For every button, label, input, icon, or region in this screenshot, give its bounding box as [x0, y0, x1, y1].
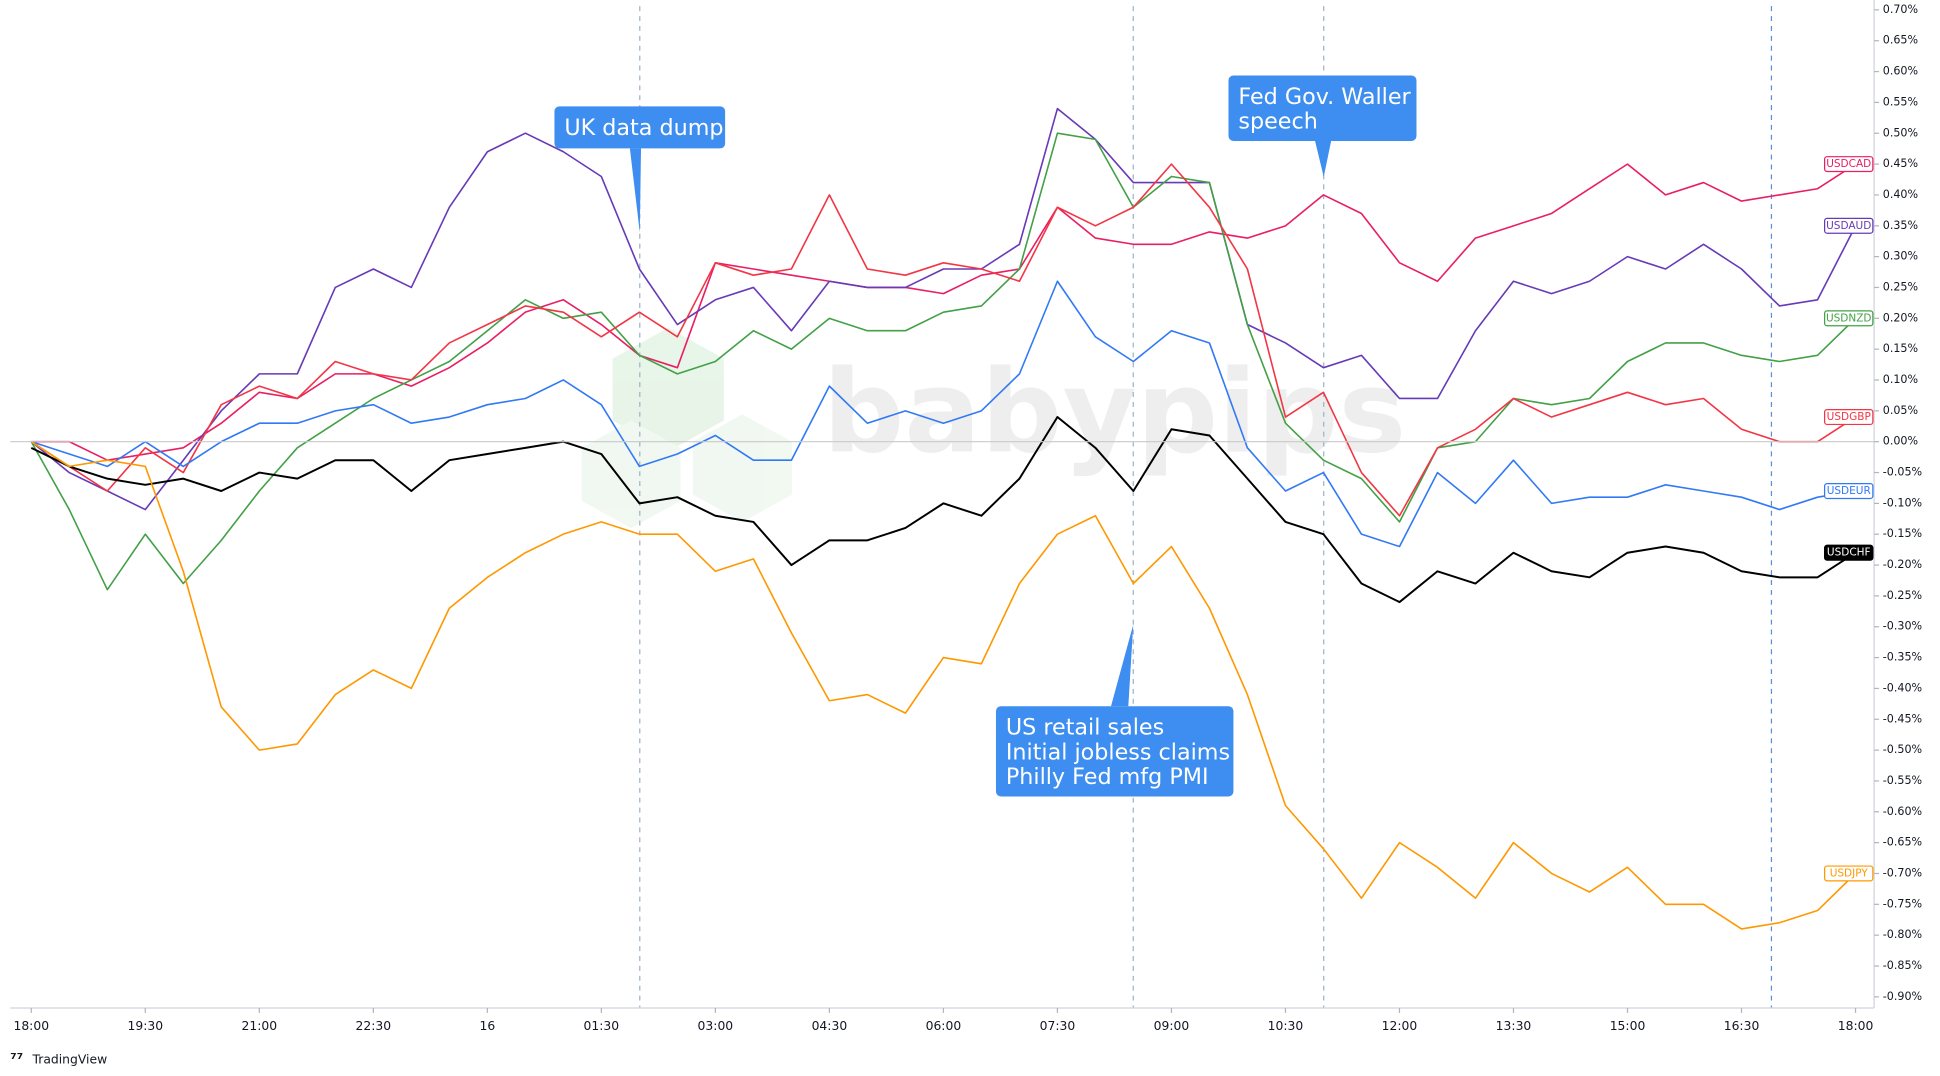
x-tick-label: 03:00 [698, 1019, 734, 1033]
series-tag: USDNZD [1826, 312, 1872, 324]
y-tick-label: 0.40% [1883, 188, 1918, 201]
series-tag-box [1823, 217, 1874, 234]
x-tick-label: 22:30 [356, 1019, 392, 1033]
series-line [30, 440, 1857, 930]
y-tick-label: -0.20% [1883, 558, 1922, 571]
y-tick-label: -0.90% [1883, 990, 1922, 1003]
callout-text: Initial jobless claims [1006, 739, 1230, 765]
series-line [31, 163, 1856, 462]
branding: ⁷⁷ TradingView [10, 1051, 107, 1068]
x-tick-label: 16:30 [1724, 1019, 1760, 1033]
y-tick-label: 0.60% [1883, 65, 1918, 78]
y-tick-label: 0.50% [1883, 126, 1918, 139]
x-tick-label: 15:00 [1610, 1019, 1646, 1033]
y-tick-label: 0.15% [1883, 342, 1918, 355]
x-tick-label: 10:30 [1268, 1019, 1304, 1033]
y-tick-label: -0.85% [1883, 959, 1922, 972]
series-tag: USDEUR [1827, 485, 1871, 497]
y-tick-label: 0.25% [1883, 280, 1918, 293]
y-tick-label: -0.80% [1883, 928, 1922, 941]
callout-text: Fed Gov. Waller [1238, 84, 1411, 110]
svg-text:⁷⁷: ⁷⁷ [10, 1051, 23, 1068]
y-tick-label: 0.70% [1883, 3, 1918, 16]
series-tag: USDGBP [1827, 411, 1871, 423]
callout-pointer [1110, 624, 1134, 707]
y-tick-label: -0.45% [1883, 712, 1922, 725]
series-tag: USDAUD [1826, 220, 1871, 232]
x-tick-label: 18:00 [1838, 1019, 1874, 1033]
callout-box [554, 106, 726, 149]
series-tag: USDJPY [1830, 867, 1869, 879]
x-tick-label: 04:30 [812, 1019, 848, 1033]
y-tick-label: 0.30% [1883, 250, 1918, 263]
y-tick-label: 0.35% [1883, 219, 1918, 232]
x-tick-label: 07:30 [1040, 1019, 1076, 1033]
series-tag-box [1823, 310, 1874, 327]
x-tick-label: 09:00 [1154, 1019, 1190, 1033]
y-tick-label: 0.65% [1883, 34, 1918, 47]
callout-text: Philly Fed mfg PMI [1006, 764, 1209, 790]
series-line [31, 280, 1856, 548]
x-tick-label: 01:30 [584, 1019, 620, 1033]
series-tag: USDCHF [1827, 547, 1871, 559]
y-tick-label: -0.30% [1883, 620, 1922, 633]
x-tick-label: 16 [479, 1019, 495, 1033]
series-tag: USDCAD [1826, 158, 1871, 170]
series-tag-box [1823, 408, 1874, 426]
x-tick-label: 19:30 [127, 1019, 163, 1033]
series-line [30, 132, 1857, 591]
y-tick-label: -0.60% [1883, 805, 1922, 818]
callout-pointer [629, 148, 642, 233]
series-tag-box [1823, 482, 1874, 500]
x-tick-label: 06:00 [926, 1019, 962, 1033]
event-lines [639, 6, 1773, 1008]
y-tick-label: -0.25% [1883, 589, 1922, 602]
x-tick-label: 12:00 [1382, 1019, 1418, 1033]
y-tick-label: 0.00% [1883, 435, 1918, 448]
y-tick-label: -0.70% [1883, 866, 1922, 879]
series-line [30, 163, 1856, 517]
series-tag-box [1823, 544, 1874, 561]
y-tick-label: -0.05% [1883, 466, 1922, 479]
callout-pointer [1315, 140, 1332, 177]
y-tick-label: 0.05% [1883, 404, 1918, 417]
x-tick-label: 18:00 [13, 1019, 49, 1033]
y-tick-label: -0.50% [1883, 743, 1922, 756]
y-tick-label: -0.10% [1883, 496, 1922, 509]
y-tick-label: 0.45% [1883, 157, 1918, 170]
branding-text: TradingView [32, 1052, 108, 1066]
x-tick-label: 13:30 [1496, 1019, 1532, 1033]
y-tick-label: -0.35% [1883, 651, 1922, 664]
y-tick-label: -0.15% [1883, 527, 1922, 540]
watermark: babypips [823, 346, 1406, 479]
series-line [30, 416, 1857, 604]
callout-text: UK data dump [564, 115, 723, 141]
series-line [30, 107, 1857, 511]
series-tag-box [1823, 865, 1874, 882]
y-tick-label: -0.75% [1883, 897, 1922, 910]
series-tag-box [1823, 156, 1874, 173]
callout-text: speech [1238, 109, 1317, 135]
callout-box [1228, 75, 1417, 141]
y-tick-label: 0.20% [1883, 311, 1918, 324]
callout-text: US retail sales [1006, 715, 1164, 741]
y-tick-label: 0.10% [1883, 373, 1918, 386]
y-tick-label: 0.55% [1883, 95, 1918, 108]
x-tick-label: 21:00 [242, 1019, 278, 1033]
y-tick-label: -0.40% [1883, 681, 1922, 694]
callout-box [995, 706, 1234, 797]
y-tick-label: -0.65% [1883, 836, 1922, 849]
y-tick-label: -0.55% [1883, 774, 1922, 787]
